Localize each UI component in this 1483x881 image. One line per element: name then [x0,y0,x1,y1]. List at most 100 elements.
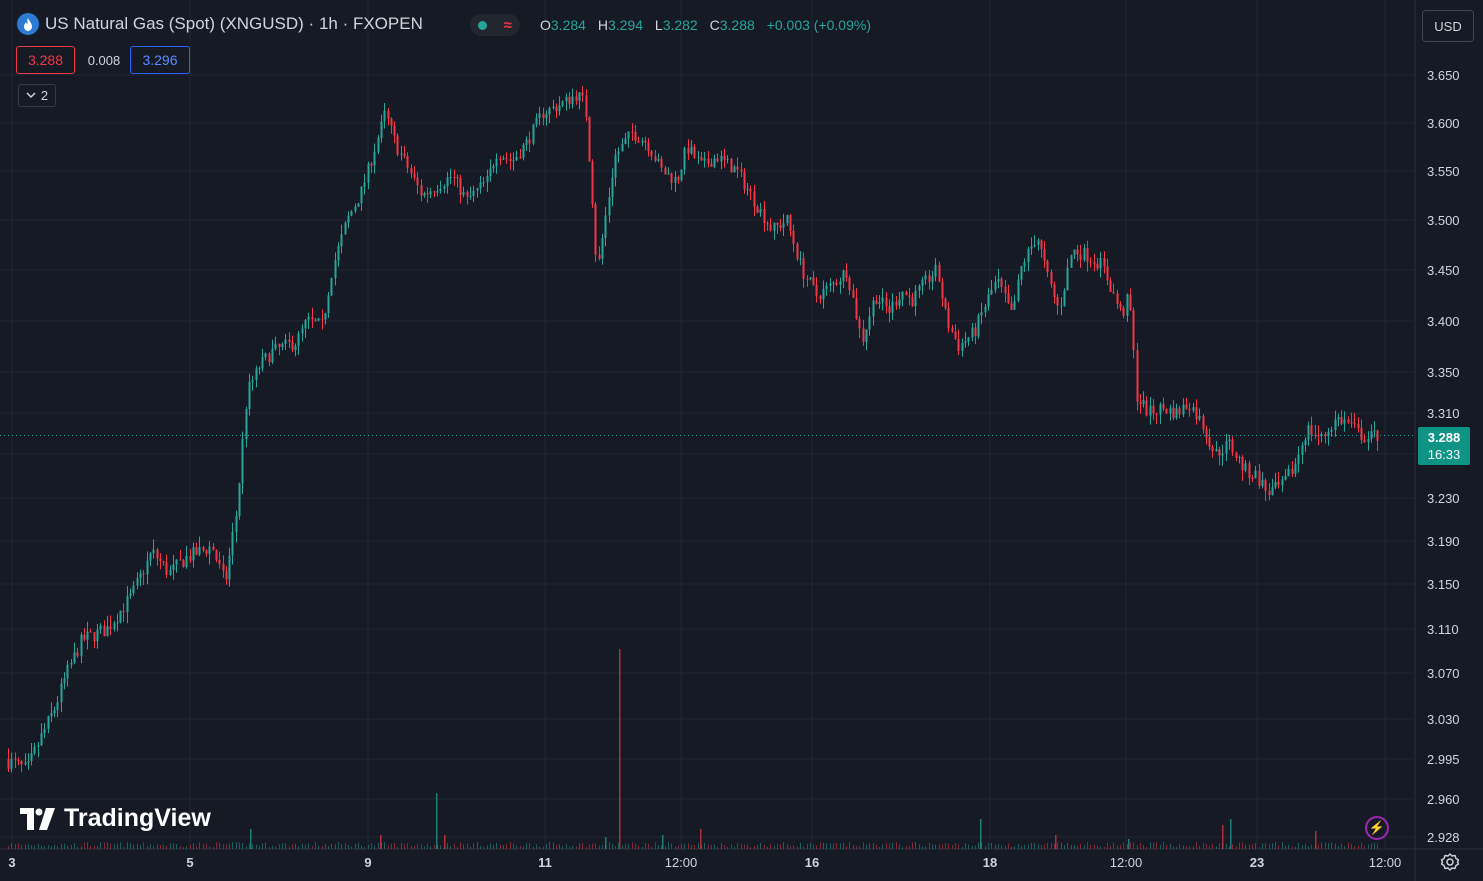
tradingview-logo[interactable]: TradingView [20,804,211,833]
volume-bar [793,845,794,849]
volume-bar [770,844,771,849]
candle-body [403,153,406,157]
volume-bar [338,842,339,849]
market-status-pill[interactable]: ≈ [470,14,520,36]
volume-bar [444,835,446,849]
candle-body [142,573,145,575]
sell-button[interactable]: 3.288 [16,46,75,74]
candle-body [974,327,977,337]
volume-bar [289,846,290,849]
volume-bar [622,845,623,849]
candle-body [881,297,884,303]
volume-bar [562,846,563,849]
candle-body [1083,248,1086,260]
candle-body [1248,463,1251,478]
volume-bar [242,843,243,849]
chart-title[interactable]: US Natural Gas (Spot) (XNGUSD) · 1h · FX… [45,14,423,33]
volume-bar [213,846,214,849]
candle-body [241,439,244,484]
y-tick-label: 3.500 [1427,213,1460,228]
candle-body [934,264,937,277]
candle-body [657,158,660,161]
candle-body [228,555,231,580]
ohlc-close-value: 3.288 [719,17,755,33]
candle-body [855,297,858,319]
time-axis[interactable]: 3 5 9 11 12:00 16 18 12:00 23 12:00 [8,855,1401,870]
volume-bar [1351,843,1352,849]
volume-bar [1193,846,1194,849]
candle-body [321,318,324,320]
volume-bar [328,845,329,849]
volume-bar [44,846,45,849]
candle-body [156,549,159,559]
volume-bar [889,843,890,849]
candle-body [763,208,766,224]
volume-bar [645,842,646,849]
volume-bar [374,845,375,849]
volume-bar [348,845,349,849]
volume-bar [859,846,860,849]
candle-body [1013,300,1016,310]
volume-bar [411,845,412,849]
volume-bar [1242,842,1243,849]
volume-bar [800,842,801,849]
candle-body [436,191,439,193]
volume-bar [1282,842,1283,849]
candle-body [1208,437,1211,447]
volume-bar [1338,846,1339,849]
candle-body [350,211,353,216]
volume-bar [1222,825,1224,849]
volume-bar [477,842,478,849]
lightning-icon[interactable]: ⚡ [1365,816,1389,840]
volume-bar [18,843,19,849]
x-tick-label: 3 [8,855,15,870]
volume-bar [1055,835,1057,849]
candle-body [753,191,756,207]
volume-bar [1137,844,1138,849]
candle-body [185,555,188,567]
volume-bar [750,846,751,849]
candle-body [1304,439,1307,446]
candle-body [30,753,33,762]
ohlc-open-value: 3.284 [550,17,586,33]
volume-bar [440,845,441,849]
candle-body [1347,419,1350,423]
candle-body [76,652,79,657]
volume-bar [1113,842,1114,849]
volume-bar [866,844,867,849]
volume-bar [526,843,527,849]
volume-bar [265,842,266,849]
x-tick-label: 12:00 [1110,855,1143,870]
candle-body [314,319,317,321]
volume-bar [896,842,897,849]
candle-body [806,278,809,280]
currency-button[interactable]: USD [1422,10,1474,42]
candle-body [495,158,498,167]
candle-body [499,158,502,160]
candle-body [311,316,314,320]
volume-bar [1259,846,1260,849]
volume-bar [480,845,481,849]
volume-bar [364,846,365,849]
candle-body [680,169,683,181]
volume-bar [892,842,893,849]
buy-button[interactable]: 3.296 [130,46,190,74]
volume-bar [100,842,101,849]
candle-body [330,278,333,296]
volume-bar [698,842,699,849]
candle-body [360,186,363,204]
price-axis[interactable]: 3.650 3.600 3.550 3.500 3.450 3.400 3.350 3.310… [1427,68,1460,845]
indicators-toggle-button[interactable]: 2 [18,84,56,107]
volume-bar [572,845,573,849]
volume-bar [939,844,940,849]
candle-body [1033,244,1036,247]
volume-bar [1239,842,1240,849]
candle-body [459,177,462,196]
volume-bar [1245,844,1246,849]
candle-body [489,168,492,177]
candle-body [476,188,479,191]
settings-gear-icon[interactable] [1439,851,1461,873]
volume-bar [1262,843,1263,849]
y-tick-label: 3.650 [1427,68,1460,83]
